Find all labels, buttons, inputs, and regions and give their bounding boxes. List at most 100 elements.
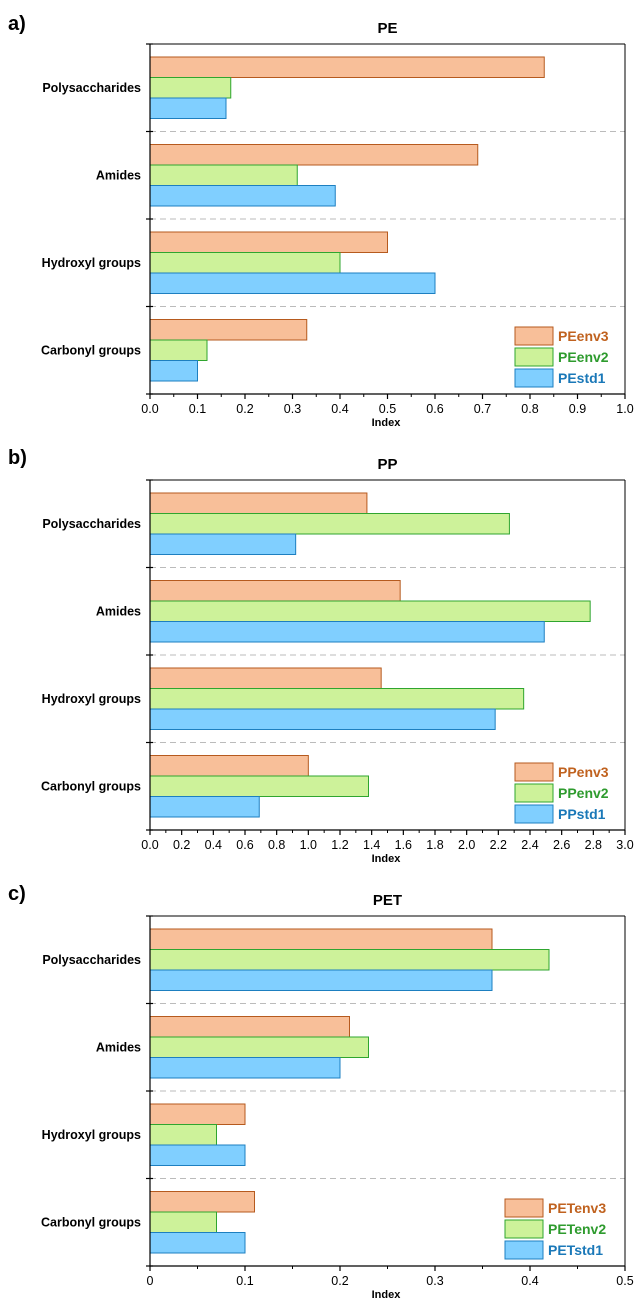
x-tick-label: 0.5 xyxy=(379,402,396,416)
bar-ppenv2-amides xyxy=(149,600,591,622)
legend-label-ppenv2: PPenv2 xyxy=(558,785,609,801)
bar-ppstd1-carbonyl-groups xyxy=(149,796,260,818)
bar-ppstd1-hydroxyl-groups xyxy=(149,708,496,730)
x-axis-title: Index xyxy=(372,1289,402,1298)
x-tick-label: 0.9 xyxy=(569,402,586,416)
x-tick-label: 0.8 xyxy=(521,402,538,416)
x-tick-label: 0.3 xyxy=(284,402,301,416)
bar-pestd1-polysaccharides xyxy=(149,97,227,119)
bar-petenv3-hydroxyl-groups xyxy=(149,1103,246,1125)
chart-panel-pet: c) PET Polysaccharides Amides Hydroxyl group… xyxy=(8,883,634,1298)
legend-label-petenv3: PETenv3 xyxy=(548,1200,606,1216)
bar-ppstd1-polysaccharides xyxy=(149,533,297,555)
x-tick-label: 0.0 xyxy=(141,838,158,852)
category-label: Carbonyl groups xyxy=(41,779,141,793)
panel-letter: a) xyxy=(8,13,26,35)
category-label: Carbonyl groups xyxy=(41,1215,141,1229)
legend-label-petstd1: PETstd1 xyxy=(548,1242,603,1258)
x-tick-label: 0.1 xyxy=(189,402,206,416)
x-tick-label: 0.4 xyxy=(521,1274,538,1288)
x-tick-label: 1.0 xyxy=(616,402,633,416)
category-label: Amides xyxy=(96,168,141,182)
chart-panel-pp: b) PP Polysaccharides Amides Hydroxyl groups… xyxy=(8,447,634,865)
bar-petstd1-hydroxyl-groups xyxy=(149,1144,246,1166)
category-label: Carbonyl groups xyxy=(41,343,141,357)
x-tick-label: 0.2 xyxy=(173,838,190,852)
x-tick-label: 0.5 xyxy=(616,1274,633,1288)
x-tick-label: 0.4 xyxy=(331,402,348,416)
x-tick-label: 0.0 xyxy=(141,402,158,416)
legend-label-ppenv3: PPenv3 xyxy=(558,764,609,780)
bar-peenv3-hydroxyl-groups xyxy=(149,231,388,253)
x-tick-label: 0.2 xyxy=(236,402,253,416)
chart-title: PP xyxy=(377,456,397,473)
legend-swatch-pestd1 xyxy=(514,368,554,388)
bar-peenv2-carbonyl-groups xyxy=(149,339,208,361)
category-label: Amides xyxy=(96,604,141,618)
x-tick-label: 1.4 xyxy=(363,838,380,852)
legend-swatch-peenv3 xyxy=(514,326,554,346)
x-axis-title: Index xyxy=(372,417,402,429)
x-tick-label: 2.4 xyxy=(521,838,538,852)
category-label: Polysaccharides xyxy=(42,81,141,95)
panel-letter: c) xyxy=(8,883,26,905)
x-tick-label: 0.2 xyxy=(331,1274,348,1288)
bar-peenv3-carbonyl-groups xyxy=(149,319,308,341)
bar-petenv2-carbonyl-groups xyxy=(149,1211,217,1233)
x-tick-label: 0.3 xyxy=(426,1274,443,1288)
bar-ppenv3-carbonyl-groups xyxy=(149,755,309,777)
bar-petenv2-amides xyxy=(149,1036,369,1058)
bar-pestd1-carbonyl-groups xyxy=(149,360,198,382)
bar-ppstd1-amides xyxy=(149,621,545,643)
bar-pestd1-hydroxyl-groups xyxy=(149,272,436,294)
bar-ppenv2-polysaccharides xyxy=(149,513,510,535)
legend-swatch-ppenv3 xyxy=(514,762,554,782)
bar-peenv3-polysaccharides xyxy=(149,56,545,78)
x-tick-label: 0.8 xyxy=(268,838,285,852)
bar-petstd1-amides xyxy=(149,1057,341,1079)
bar-petenv3-amides xyxy=(149,1016,350,1038)
legend-label-petenv2: PETenv2 xyxy=(548,1221,606,1237)
bar-ppenv2-hydroxyl-groups xyxy=(149,688,525,710)
x-tick-label: 2.8 xyxy=(585,838,602,852)
x-tick-label: 0.1 xyxy=(236,1274,253,1288)
bar-petstd1-carbonyl-groups xyxy=(149,1232,246,1254)
bar-petenv3-carbonyl-groups xyxy=(149,1191,255,1213)
legend-swatch-petenv2 xyxy=(504,1219,544,1239)
bar-ppenv2-carbonyl-groups xyxy=(149,775,369,797)
legend-label-ppstd1: PPstd1 xyxy=(558,806,606,822)
legend-swatch-ppstd1 xyxy=(514,804,554,824)
bar-peenv2-hydroxyl-groups xyxy=(149,252,341,274)
bar-petenv3-polysaccharides xyxy=(149,928,493,950)
legend-label-pestd1: PEstd1 xyxy=(558,370,606,386)
category-label: Hydroxyl groups xyxy=(42,256,141,270)
bar-ppenv3-polysaccharides xyxy=(149,492,368,514)
panel-letter: b) xyxy=(8,447,27,469)
x-tick-label: 0.4 xyxy=(205,838,222,852)
bar-ppenv3-hydroxyl-groups xyxy=(149,667,382,689)
x-tick-label: 1.6 xyxy=(395,838,412,852)
legend-swatch-petenv3 xyxy=(504,1198,544,1218)
legend-swatch-ppenv2 xyxy=(514,783,554,803)
category-label: Polysaccharides xyxy=(42,953,141,967)
x-tick-label: 3.0 xyxy=(616,838,633,852)
bar-ppenv3-amides xyxy=(149,580,401,602)
x-axis-title: Index xyxy=(372,853,402,865)
category-label: Polysaccharides xyxy=(42,517,141,531)
bar-pestd1-amides xyxy=(149,185,336,207)
x-tick-label: 1.0 xyxy=(300,838,317,852)
x-tick-label: 0.6 xyxy=(236,838,253,852)
chart-panel-pe: a) PE Polysaccharides Amides Hydroxyl groups… xyxy=(8,13,634,429)
x-tick-label: 1.2 xyxy=(331,838,348,852)
bar-petenv2-hydroxyl-groups xyxy=(149,1124,217,1146)
chart-title: PET xyxy=(373,892,402,909)
x-tick-label: 1.8 xyxy=(426,838,443,852)
x-tick-label: 2.6 xyxy=(553,838,570,852)
legend-swatch-peenv2 xyxy=(514,347,554,367)
category-label: Hydroxyl groups xyxy=(42,692,141,706)
legend-swatch-petstd1 xyxy=(504,1240,544,1260)
x-tick-label: 2.2 xyxy=(490,838,507,852)
bar-petenv2-polysaccharides xyxy=(149,949,550,971)
category-label: Hydroxyl groups xyxy=(42,1128,141,1142)
